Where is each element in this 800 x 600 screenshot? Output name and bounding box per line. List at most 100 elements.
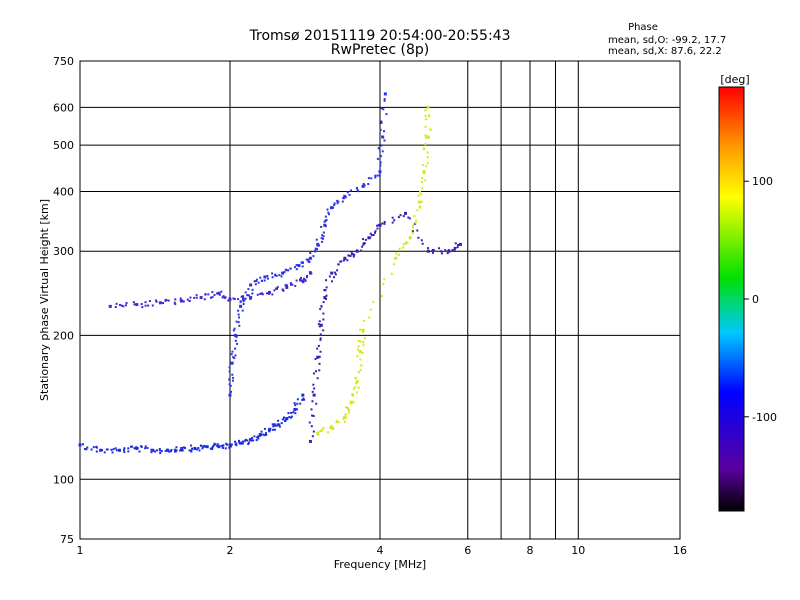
- data-point: [260, 279, 263, 282]
- data-point: [281, 271, 285, 275]
- data-point: [357, 190, 360, 193]
- colorbar-label: [deg]: [720, 73, 749, 86]
- data-point: [352, 387, 355, 390]
- data-point: [361, 184, 365, 188]
- data-point: [438, 247, 441, 250]
- data-point: [330, 206, 334, 210]
- data-point: [312, 255, 315, 258]
- data-point: [419, 206, 422, 209]
- data-point: [228, 445, 231, 448]
- data-point: [382, 283, 385, 286]
- data-point: [255, 278, 258, 281]
- data-point: [344, 420, 347, 423]
- data-point: [216, 445, 219, 448]
- data-point: [284, 418, 287, 421]
- data-point: [367, 177, 370, 180]
- data-point: [274, 274, 277, 277]
- y-tick-label: 500: [53, 139, 74, 152]
- data-point: [211, 446, 214, 449]
- data-point: [333, 202, 336, 205]
- data-point: [376, 174, 379, 177]
- data-point: [313, 387, 316, 390]
- data-point: [420, 239, 423, 242]
- data-point: [280, 422, 283, 425]
- data-point: [320, 429, 323, 432]
- colorbar-gradient: [718, 86, 745, 512]
- data-point: [217, 291, 221, 295]
- data-point: [357, 340, 360, 343]
- x-tick-label: 1: [77, 544, 84, 557]
- data-point: [312, 393, 316, 397]
- trace: [108, 270, 313, 309]
- data-point: [357, 371, 360, 374]
- data-point: [295, 279, 298, 282]
- data-point: [299, 402, 302, 405]
- data-point: [319, 323, 323, 327]
- data-point: [220, 444, 223, 447]
- colorbar: [deg] 100 0 -100: [718, 73, 777, 512]
- data-point: [426, 161, 429, 164]
- data-point: [303, 398, 306, 401]
- data-point: [368, 316, 371, 319]
- data-point: [251, 436, 254, 439]
- data-point: [263, 279, 266, 282]
- data-point: [285, 269, 288, 272]
- data-point: [174, 298, 177, 301]
- data-point: [268, 430, 271, 433]
- data-point: [233, 333, 237, 337]
- data-point: [307, 260, 310, 263]
- data-point: [316, 355, 320, 359]
- data-point: [316, 377, 319, 380]
- data-point: [299, 276, 302, 279]
- data-point: [352, 393, 355, 396]
- data-point: [234, 347, 237, 350]
- data-point: [253, 280, 256, 283]
- data-point: [123, 447, 126, 450]
- data-point: [361, 331, 364, 334]
- data-point: [322, 318, 325, 321]
- data-point: [356, 355, 359, 358]
- data-point: [333, 271, 336, 274]
- data-point: [294, 412, 297, 415]
- data-point: [378, 146, 381, 149]
- data-point: [336, 199, 339, 202]
- data-point: [302, 281, 305, 284]
- data-point: [234, 339, 237, 342]
- data-point: [401, 246, 404, 249]
- data-point: [319, 430, 322, 433]
- data-point: [424, 114, 427, 117]
- data-point: [271, 293, 274, 296]
- data-point: [105, 448, 108, 451]
- data-point: [130, 445, 133, 448]
- data-point: [456, 243, 459, 246]
- data-point: [406, 241, 409, 244]
- data-point: [416, 229, 419, 232]
- data-point: [214, 443, 217, 446]
- data-point: [111, 451, 114, 454]
- x-tick-label: 6: [464, 544, 471, 557]
- data-point: [186, 298, 189, 301]
- data-point: [295, 268, 298, 271]
- data-point: [188, 299, 191, 302]
- data-point: [271, 423, 274, 426]
- colorbar-tick-label: 0: [752, 293, 759, 306]
- data-point: [424, 136, 427, 139]
- data-point: [115, 302, 118, 305]
- data-point: [316, 347, 319, 350]
- data-point: [271, 272, 274, 275]
- data-point: [228, 297, 232, 301]
- data-point: [259, 276, 262, 279]
- data-point: [331, 280, 334, 283]
- data-point: [332, 426, 335, 429]
- data-point: [125, 302, 128, 305]
- data-point: [271, 276, 274, 279]
- data-point: [257, 281, 260, 284]
- data-point: [318, 369, 321, 372]
- data-point: [228, 443, 232, 447]
- data-point: [362, 182, 365, 185]
- data-point: [359, 369, 362, 372]
- data-point: [422, 170, 426, 174]
- stats-line-o: mean, sd,O: -99.2, 17.7: [608, 35, 726, 46]
- data-point: [378, 223, 382, 227]
- colorbar-tick-label: 100: [752, 175, 773, 188]
